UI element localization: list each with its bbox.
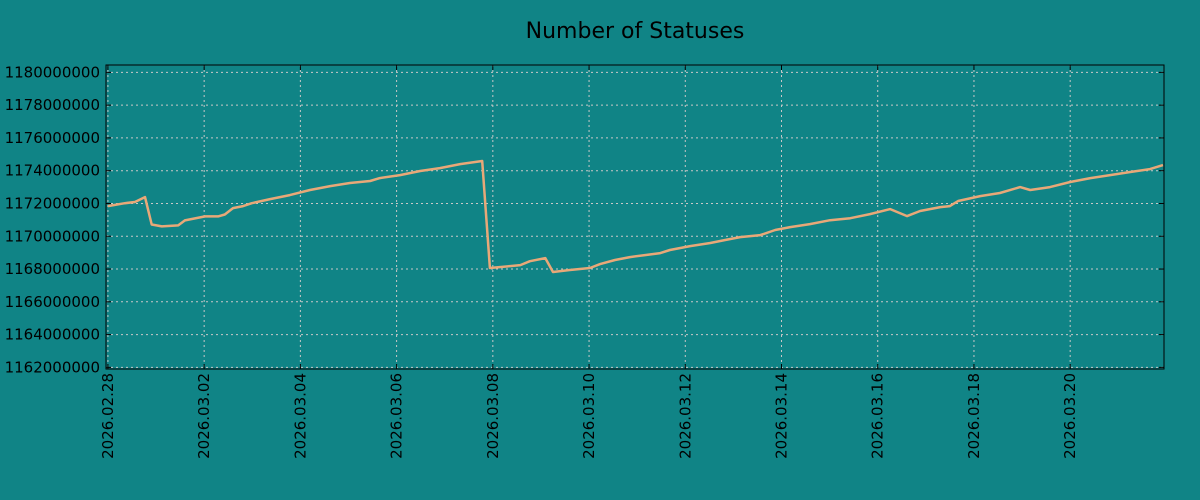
- y-tick-label: 1174000000: [5, 162, 100, 180]
- y-tick-label: 1176000000: [5, 129, 100, 147]
- y-tick-label: 1168000000: [5, 260, 100, 278]
- y-tick-label: 1178000000: [5, 96, 100, 114]
- x-tick-label: 2026.03.20: [1061, 373, 1079, 459]
- grid: [106, 65, 1164, 369]
- series-line: [107, 159, 1164, 274]
- x-tick-label: 2026.02.28: [99, 373, 117, 459]
- x-tick-label: 2026.03.14: [773, 373, 791, 459]
- series-layer: [107, 159, 1164, 274]
- x-tick-label: 2026.03.10: [580, 373, 598, 459]
- y-tick-label: 1164000000: [5, 326, 100, 344]
- y-tick-label: 1172000000: [5, 194, 100, 212]
- y-tick-label: 1166000000: [5, 293, 100, 311]
- x-tick-label: 2026.03.02: [195, 373, 213, 459]
- y-tick-label: 1162000000: [5, 358, 100, 376]
- x-tick-label: 2026.03.16: [869, 373, 887, 459]
- x-tick-label: 2026.03.06: [388, 373, 406, 459]
- x-tick-label: 2026.03.08: [484, 373, 502, 459]
- plot-frame: [105, 64, 1165, 370]
- x-tick-label: 2026.03.12: [676, 373, 694, 459]
- chart-title: Number of Statuses: [526, 19, 745, 44]
- y-tick-label: 1170000000: [5, 227, 100, 245]
- y-tick-label: 1180000000: [5, 63, 100, 81]
- x-tick-label: 2026.03.04: [291, 373, 309, 459]
- x-tick-label: 2026.03.18: [965, 373, 983, 459]
- axis-ticks: 1162000000 1164000000 1166000000 1168000000…: [5, 63, 1164, 459]
